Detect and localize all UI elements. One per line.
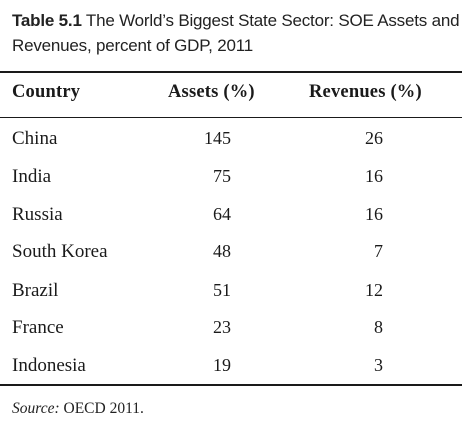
column-header-country: Country (12, 82, 81, 102)
cell-assets: 23 (213, 317, 231, 337)
table-caption: Table 5.1 The World’s Biggest State Sect… (12, 8, 467, 58)
cell-revenues: 3 (374, 355, 383, 375)
table-top-rule (0, 71, 462, 73)
table-row: Russia 64 16 (0, 204, 475, 242)
cell-country: India (12, 166, 52, 187)
cell-assets: 51 (213, 280, 231, 300)
table-row: Indonesia 19 3 (0, 355, 475, 393)
cell-country: France (12, 317, 64, 338)
cell-country: Russia (12, 204, 63, 225)
cell-revenues: 26 (365, 128, 383, 148)
cell-country: South Korea (12, 241, 108, 262)
source-text: OECD 2011. (63, 400, 144, 417)
cell-revenues: 12 (365, 280, 383, 300)
table-bottom-rule (0, 384, 462, 386)
table-row: Brazil 51 12 (0, 280, 475, 318)
cell-assets: 19 (213, 355, 231, 375)
cell-assets: 145 (204, 128, 231, 148)
table-row: South Korea 48 7 (0, 241, 475, 279)
cell-country: China (12, 128, 58, 149)
table-caption-text: The World’s Biggest State Sector: SOE As… (12, 11, 460, 55)
cell-revenues: 16 (365, 166, 383, 186)
table-row: India 75 16 (0, 166, 475, 204)
cell-country: Brazil (12, 280, 59, 301)
source-label: Source: (12, 400, 60, 417)
cell-revenues: 7 (374, 241, 383, 261)
table-row: China 145 26 (0, 128, 475, 166)
cell-revenues: 8 (374, 317, 383, 337)
column-header-revenues: Revenues (%) (309, 82, 422, 102)
table-row: France 23 8 (0, 317, 475, 355)
cell-assets: 75 (213, 166, 231, 186)
table-source-note: Source: OECD 2011. (12, 400, 144, 418)
cell-country: Indonesia (12, 355, 86, 376)
cell-assets: 64 (213, 204, 231, 224)
table-header-rule (0, 117, 462, 118)
cell-assets: 48 (213, 241, 231, 261)
table-caption-label: Table 5.1 (12, 11, 82, 30)
column-header-assets: Assets (%) (168, 82, 255, 102)
cell-revenues: 16 (365, 204, 383, 224)
